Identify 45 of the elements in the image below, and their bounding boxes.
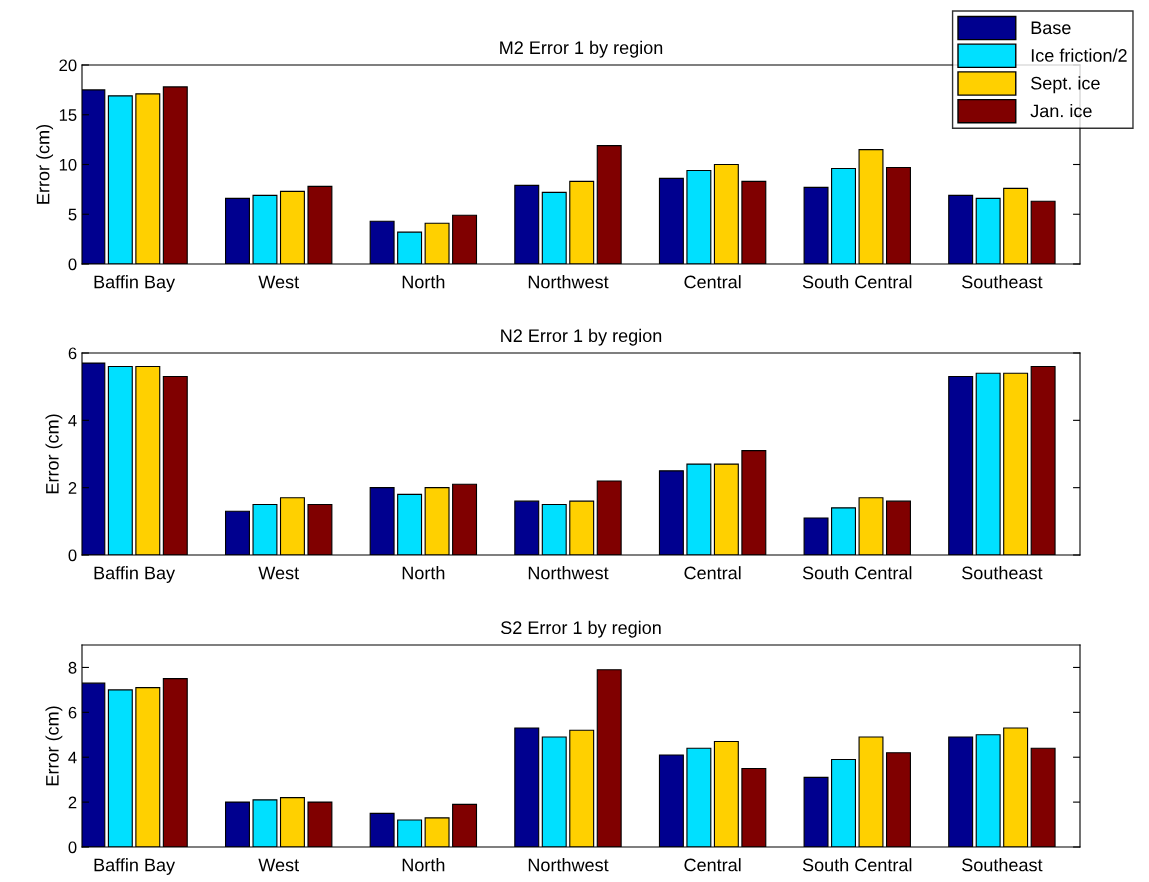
x-tick-label: Central: [684, 858, 741, 872]
x-tick-label: Northwest: [528, 858, 609, 872]
x-tick-label: West: [258, 858, 299, 872]
y-tick-label: 2: [68, 796, 77, 809]
y-tick-label: 5: [68, 208, 77, 221]
chart-title: N2 Error 1 by region: [501, 328, 662, 346]
x-tick-label: Northwest: [528, 566, 609, 580]
chart-title: M2 Error 1 by region: [500, 40, 663, 58]
x-tick-label: South Central: [802, 275, 912, 289]
x-tick-label: Baffin Bay: [94, 566, 176, 583]
x-tick-label: Southeast: [962, 858, 1043, 872]
x-tick-label: North: [402, 566, 445, 580]
x-tick-label: Baffin Bay: [94, 858, 176, 875]
y-tick-label: 8: [68, 661, 77, 674]
y-axis-title: Error (cm): [45, 706, 63, 786]
x-tick-label: Southeast: [962, 275, 1043, 289]
y-axis-title: Error (cm): [45, 414, 63, 494]
y-tick-label: 20: [59, 59, 77, 72]
y-tick-label: 4: [68, 751, 77, 764]
y-tick-label: 2: [68, 482, 77, 494]
x-tick-label: West: [258, 275, 299, 289]
x-tick-label: Central: [684, 275, 741, 289]
y-tick-label: 0: [68, 258, 77, 271]
y-tick-label: 10: [59, 158, 77, 171]
legend-label: Jan. ice: [1030, 104, 1092, 118]
y-tick-label: 6: [68, 347, 77, 360]
y-tick-label: 0: [68, 841, 77, 854]
y-tick-label: 15: [59, 109, 77, 121]
y-tick-label: 0: [68, 549, 77, 562]
y-tick-label: 4: [68, 414, 77, 427]
chart-title: S2 Error 1 by region: [501, 620, 661, 638]
legend-label: Base: [1031, 21, 1071, 35]
x-tick-label: North: [402, 858, 445, 872]
legend-label: Sept. ice: [1031, 76, 1100, 94]
x-tick-label: Baffin Bay: [94, 275, 176, 292]
x-tick-label: Central: [684, 566, 741, 580]
y-axis-title: Error (cm): [36, 125, 54, 204]
x-tick-label: Northwest: [528, 275, 609, 289]
x-tick-label: North: [402, 275, 445, 289]
x-tick-label: South Central: [802, 566, 912, 580]
legend-label: Ice friction/2: [1031, 48, 1127, 62]
x-tick-label: West: [258, 566, 299, 580]
x-tick-label: South Central: [802, 858, 912, 872]
x-tick-label: Southeast: [962, 566, 1043, 580]
y-tick-label: 6: [68, 706, 77, 719]
